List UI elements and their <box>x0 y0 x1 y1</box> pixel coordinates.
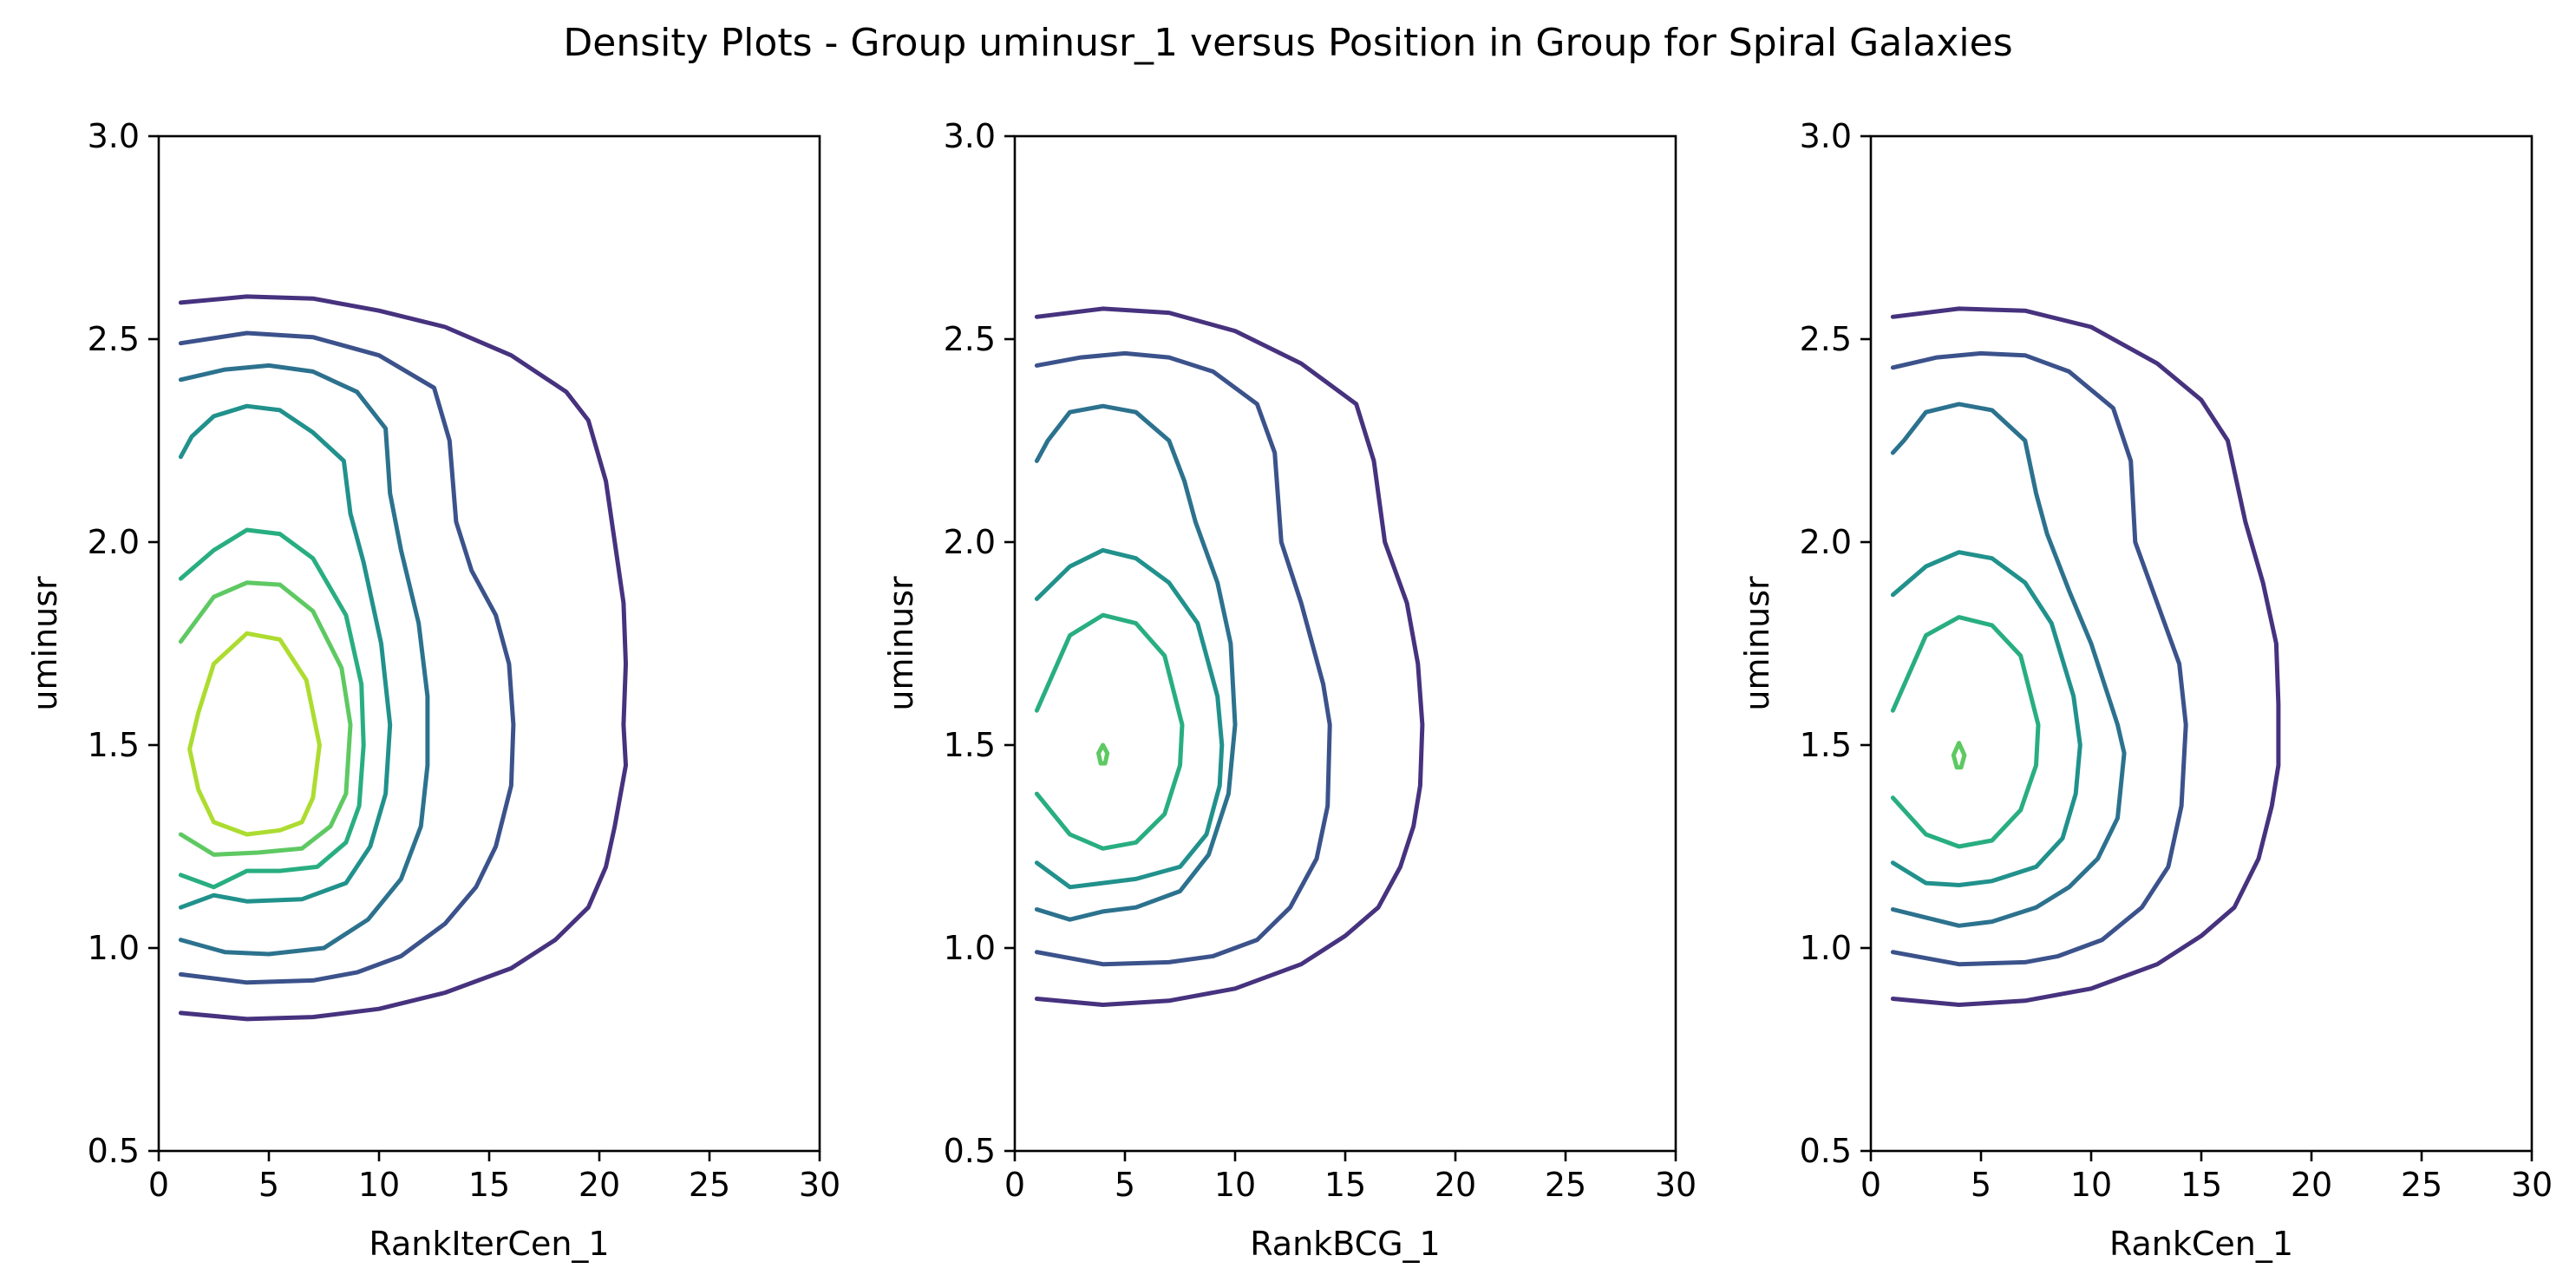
x-tick-label: 15 <box>468 1166 510 1204</box>
x-tick-label: 30 <box>1655 1166 1697 1204</box>
contour-line-level-6 <box>1096 742 1110 766</box>
contour-line-level-3 <box>178 363 430 957</box>
x-tick-label: 30 <box>2511 1166 2553 1204</box>
y-tick-label: 3.0 <box>88 117 140 155</box>
y-tick-label: 0.5 <box>88 1132 140 1170</box>
y-tick-label: 1.5 <box>88 726 140 764</box>
y-axis-label: uminusr <box>26 576 64 711</box>
contour-line-level-7 <box>187 631 322 837</box>
y-tick-label: 2.5 <box>944 320 996 358</box>
subplot-2: 0 5 10 15 20 25 30 0.5 1.0 1.5 2.0 2.5 3.0 RankBCG_1 u… <box>882 117 1697 1263</box>
contour-line-level-1 <box>1034 306 1425 1007</box>
plot-frame <box>157 134 821 1153</box>
y-axis-label: uminusr <box>1738 576 1776 711</box>
x-tick-label: 0 <box>148 1166 169 1204</box>
contour-line-level-4 <box>1034 547 1225 890</box>
x-tick-label: 10 <box>1214 1166 1256 1204</box>
y-tick-label: 1.0 <box>944 929 996 967</box>
x-tick-label: 20 <box>2291 1166 2332 1204</box>
contour-line-level-6 <box>1951 741 1967 770</box>
x-tick-label: 20 <box>579 1166 620 1204</box>
y-axis-label: uminusr <box>882 576 920 711</box>
y-tick-label: 2.0 <box>1800 523 1852 561</box>
x-tick-label: 25 <box>1545 1166 1586 1204</box>
contour-line-level-4 <box>1890 550 2082 887</box>
contour-line-level-2 <box>1890 350 2188 967</box>
y-tick-label: 3.0 <box>944 117 996 155</box>
x-axis-label: RankBCG_1 <box>1250 1225 1441 1263</box>
x-tick-label: 10 <box>358 1166 400 1204</box>
contour-line-level-5 <box>1034 612 1185 851</box>
contour-line-level-2 <box>178 330 516 985</box>
x-tick-label: 15 <box>1324 1166 1366 1204</box>
x-tick-label: 5 <box>258 1166 279 1204</box>
y-tick-label: 2.5 <box>88 320 140 358</box>
figure-title: Density Plots - Group uminusr_1 versus P… <box>563 21 2012 65</box>
plot-frame <box>1869 134 2534 1153</box>
x-tick-label: 25 <box>689 1166 730 1204</box>
contour-line-level-1 <box>1890 306 2281 1007</box>
x-tick-label: 10 <box>2070 1166 2112 1204</box>
subplot-3: 0 5 10 15 20 25 30 0.5 1.0 1.5 2.0 2.5 3.0 RankCen_1 u… <box>1738 117 2553 1263</box>
y-tick-label: 2.0 <box>944 523 996 561</box>
contour-line-level-4 <box>178 403 393 910</box>
y-tick-label: 1.5 <box>1800 726 1852 764</box>
x-tick-label: 30 <box>799 1166 840 1204</box>
x-tick-label: 25 <box>2401 1166 2442 1204</box>
y-tick-label: 1.5 <box>944 726 996 764</box>
y-tick-label: 0.5 <box>1800 1132 1852 1170</box>
contour-line-level-1 <box>178 294 628 1022</box>
contour-line-level-5 <box>1890 615 2041 849</box>
x-axis-label: RankCen_1 <box>2109 1225 2293 1263</box>
x-axis-label: RankIterCen_1 <box>369 1225 609 1263</box>
y-tick-label: 1.0 <box>1800 929 1852 967</box>
subplots: 0 5 10 15 20 25 30 0.5 1.0 1.5 2.0 2.5 3.0 RankIterCe… <box>26 117 2553 1263</box>
y-tick-label: 2.0 <box>88 523 140 561</box>
y-tick-label: 2.5 <box>1800 320 1852 358</box>
x-tick-label: 5 <box>1971 1166 1991 1204</box>
contour-line-level-2 <box>1034 350 1332 967</box>
contour-line-level-3 <box>1890 402 2127 928</box>
y-tick-label: 3.0 <box>1800 117 1852 155</box>
x-tick-label: 0 <box>1004 1166 1025 1204</box>
x-tick-label: 0 <box>1860 1166 1881 1204</box>
contour-line-level-6 <box>178 580 353 857</box>
subplot-1: 0 5 10 15 20 25 30 0.5 1.0 1.5 2.0 2.5 3.0 RankIterCe… <box>26 117 840 1263</box>
x-tick-label: 5 <box>1115 1166 1135 1204</box>
contour-line-level-5 <box>178 527 366 890</box>
y-tick-label: 1.0 <box>88 929 140 967</box>
x-tick-label: 20 <box>1435 1166 1476 1204</box>
contour-line-level-3 <box>1034 403 1238 922</box>
plot-frame <box>1013 134 1677 1153</box>
y-tick-label: 0.5 <box>944 1132 996 1170</box>
x-tick-label: 15 <box>2180 1166 2222 1204</box>
